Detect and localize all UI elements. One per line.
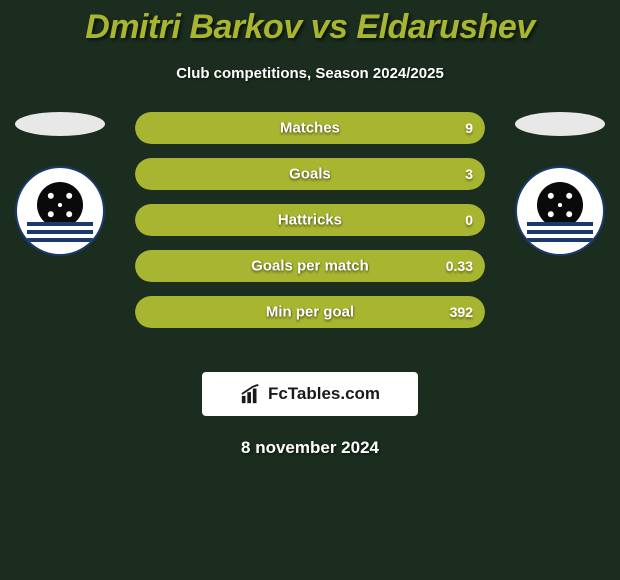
stat-bar-right-value: 0.33: [446, 258, 473, 274]
page-title: Dmitri Barkov vs Eldarushev: [0, 0, 620, 47]
stat-bar-label: Goals: [289, 166, 331, 183]
stat-bars: Matches 9 Goals 3 Hattricks 0 Goals per match 0…: [135, 112, 485, 342]
stat-bar-right-value: 9: [465, 120, 473, 136]
brand-chart-icon: [240, 383, 262, 405]
subtitle: Club competitions, Season 2024/2025: [0, 65, 620, 82]
brand-text: FcTables.com: [268, 384, 380, 404]
stat-bar-right-value: 3: [465, 166, 473, 182]
right-flag-icon: [515, 112, 605, 136]
date-text: 8 november 2024: [0, 438, 620, 458]
stat-bar: Goals per match 0.33: [135, 250, 485, 282]
left-flag-icon: [15, 112, 105, 136]
left-club-badge-icon: [15, 166, 105, 256]
brand-badge: FcTables.com: [202, 372, 418, 416]
left-player-column: [10, 112, 110, 256]
comparison-content: Matches 9 Goals 3 Hattricks 0 Goals per match 0…: [0, 112, 620, 362]
stat-bar-label: Goals per match: [251, 258, 369, 275]
right-club-badge-icon: [515, 166, 605, 256]
stat-bar: Hattricks 0: [135, 204, 485, 236]
stat-bar-label: Matches: [280, 120, 340, 137]
stat-bar: Min per goal 392: [135, 296, 485, 328]
stat-bar: Matches 9: [135, 112, 485, 144]
stat-bar-right-value: 392: [450, 304, 473, 320]
stat-bar-label: Min per goal: [266, 304, 354, 321]
stat-bar-label: Hattricks: [278, 212, 342, 229]
stat-bar: Goals 3: [135, 158, 485, 190]
right-player-column: [510, 112, 610, 256]
stat-bar-right-value: 0: [465, 212, 473, 228]
